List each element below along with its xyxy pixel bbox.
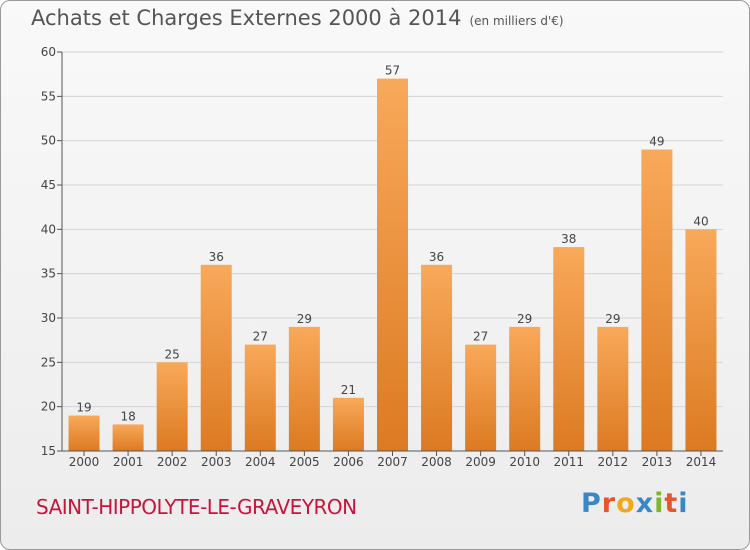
bar — [244, 344, 276, 451]
bar — [156, 362, 188, 451]
x-tick-label: 2014 — [686, 455, 717, 469]
x-tick-label: 2013 — [642, 455, 673, 469]
chart-title: Achats et Charges Externes 2000 à 2014 (e… — [31, 6, 564, 30]
x-tick-label: 2005 — [289, 455, 320, 469]
bar — [112, 424, 144, 451]
data-label: 27 — [473, 330, 488, 344]
y-tick-label: 40 — [41, 222, 56, 236]
axes — [57, 51, 723, 456]
logo-letter: i — [654, 488, 665, 519]
y-tick-label: 50 — [41, 134, 56, 148]
commune-name: SAINT-HIPPOLYTE-LE-GRAVEYRON — [36, 495, 357, 519]
logo-letter: r — [601, 488, 617, 519]
logo-letter: t — [664, 488, 679, 519]
data-label: 36 — [209, 250, 224, 264]
x-tick-label: 2001 — [113, 455, 144, 469]
y-tick-label: 35 — [41, 267, 56, 281]
y-tick-label: 20 — [41, 400, 56, 414]
x-tick-label: 2009 — [465, 455, 496, 469]
bar — [685, 229, 717, 451]
y-tick-label: 55 — [41, 89, 56, 103]
data-label: 40 — [693, 214, 708, 228]
proxiti-logo: Proxiti — [581, 488, 689, 519]
bar — [200, 264, 232, 451]
data-label: 25 — [165, 347, 180, 361]
x-tick-label: 2006 — [333, 455, 364, 469]
data-label: 21 — [341, 383, 356, 397]
x-tick-label: 2011 — [553, 455, 584, 469]
x-tick-label: 2007 — [377, 455, 408, 469]
bar — [421, 264, 453, 451]
data-label: 38 — [561, 232, 576, 246]
y-tick-label: 25 — [41, 355, 56, 369]
y-tick-label: 30 — [41, 311, 56, 325]
x-tick-label: 2010 — [509, 455, 540, 469]
bar — [509, 326, 541, 451]
title-unit: (en milliers d'€) — [469, 14, 564, 28]
data-label: 29 — [297, 312, 312, 326]
data-label: 36 — [429, 250, 444, 264]
x-tick-label: 2000 — [69, 455, 100, 469]
x-tick-label: 2002 — [157, 455, 188, 469]
bar — [465, 344, 497, 451]
x-tick-label: 2012 — [598, 455, 629, 469]
y-tick-label: 60 — [41, 45, 56, 59]
data-label: 29 — [605, 312, 620, 326]
data-label: 19 — [76, 401, 91, 415]
bar — [553, 247, 585, 451]
bar — [68, 415, 100, 451]
x-tick-label: 2008 — [421, 455, 452, 469]
bar — [597, 326, 629, 451]
logo-letter: x — [635, 488, 655, 519]
data-label: 29 — [517, 312, 532, 326]
logo-letter: P — [581, 488, 602, 519]
logo-letter: i — [678, 488, 689, 519]
bars — [68, 78, 717, 452]
y-tick-label: 15 — [41, 444, 56, 458]
bar — [641, 149, 673, 452]
labels: 15 20 25 30 35 40 45 50 55 60 19 2000 18 2001 25 2002 36… — [41, 45, 717, 469]
x-tick-label: 2004 — [245, 455, 276, 469]
bar — [332, 397, 364, 451]
bar — [288, 326, 320, 451]
title-text: Achats et Charges Externes 2000 à 2014 — [31, 6, 462, 30]
data-label: 49 — [649, 135, 664, 149]
data-label: 27 — [253, 330, 268, 344]
y-tick-label: 45 — [41, 178, 56, 192]
logo-letter: o — [616, 488, 636, 519]
data-label: 18 — [120, 409, 135, 423]
bar — [377, 78, 408, 451]
data-label: 57 — [385, 64, 400, 78]
x-tick-label: 2003 — [201, 455, 232, 469]
